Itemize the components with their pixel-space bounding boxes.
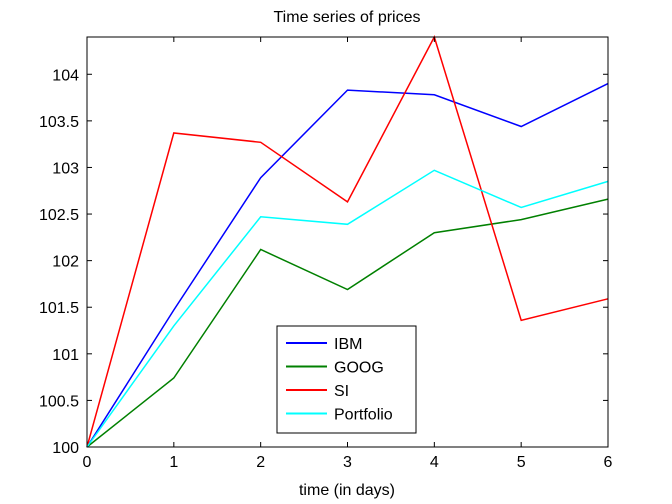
x-tick-label: 2: [256, 454, 265, 471]
x-axis-label: time (in days): [299, 482, 395, 499]
x-tick-label: 5: [517, 454, 526, 471]
y-tick-label: 101: [52, 347, 79, 364]
y-tick-label: 100.5: [39, 393, 79, 410]
legend: IBM GOOG SI Portfolio: [276, 325, 417, 434]
y-tick-label: 101.5: [39, 300, 79, 317]
series-line-ibm: [86, 82, 609, 448]
series-line-portfolio: [86, 169, 609, 448]
series-line-goog: [86, 198, 609, 448]
legend-label-goog: GOOG: [334, 360, 384, 377]
legend-label-portfolio: Portfolio: [334, 407, 393, 424]
legend-label-si: SI: [334, 383, 349, 400]
y-tick-label: 104: [52, 67, 79, 84]
y-tick-label: 103: [52, 160, 79, 177]
x-tick-label: 3: [343, 454, 352, 471]
legend-label-ibm: IBM: [334, 336, 362, 353]
x-tick-label: 4: [430, 454, 439, 471]
axes-layer: 0 1 2 3 4 5 6 100 100.5 101 101.5 102 102.5 103 103.5 1…: [39, 37, 613, 471]
x-tick-label: 6: [604, 454, 613, 471]
x-tick-label: 0: [83, 454, 92, 471]
chart-title: Time series of prices: [274, 9, 421, 26]
y-tick-label: 102: [52, 254, 79, 271]
y-tick-label: 103.5: [39, 114, 79, 131]
y-tick-label: 100: [52, 440, 79, 457]
series-line-si: [86, 35, 609, 448]
series-layer: [86, 35, 609, 448]
y-tick-label: 102.5: [39, 207, 79, 224]
x-tick-label: 1: [169, 454, 178, 471]
